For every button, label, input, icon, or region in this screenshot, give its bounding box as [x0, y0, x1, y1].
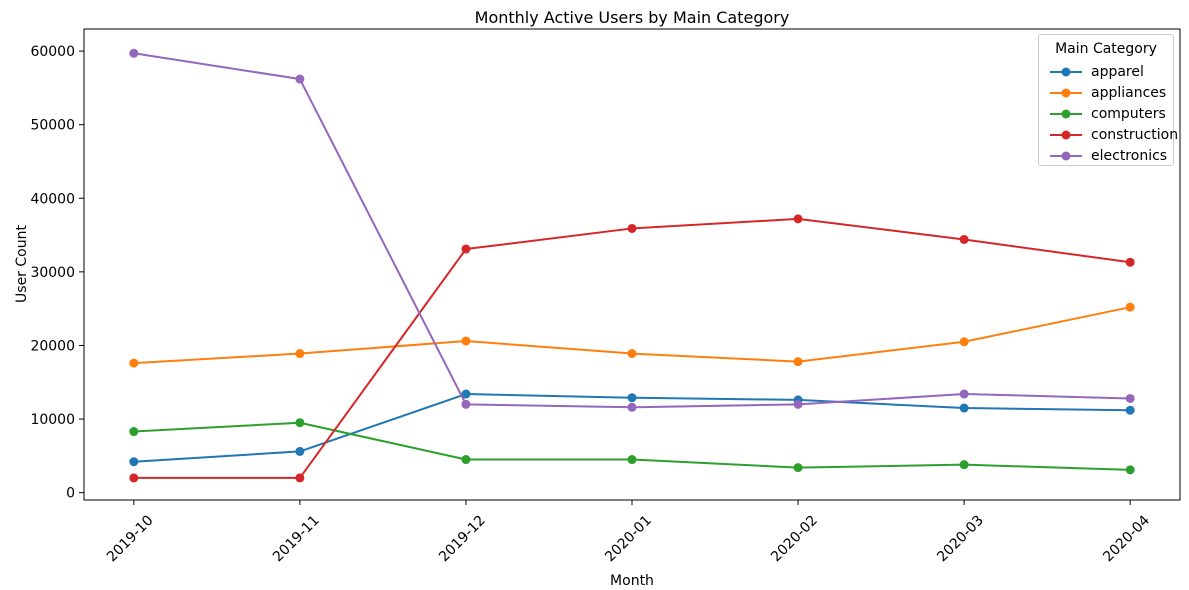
series-appliances-marker: [129, 358, 139, 368]
legend-label-construction: construction: [1091, 127, 1179, 144]
series-computers-marker: [627, 455, 637, 465]
series-appliances-marker: [627, 349, 637, 359]
plot-spines: [83, 28, 1181, 501]
legend-line-swatch-computers: [1050, 109, 1082, 119]
series-construction-line: [133, 217, 1131, 479]
series-computers-marker: [295, 418, 305, 428]
series-electronics: [129, 48, 1135, 412]
legend: Main Category apparel appliances computers…: [1038, 34, 1178, 167]
x-tick-label: 2020-04: [1100, 512, 1153, 565]
x-tick-label: 2019-11: [270, 513, 323, 566]
series-appliances-marker: [461, 336, 471, 346]
y-tick-label: 10000: [30, 412, 75, 428]
y-tick-label: 30000: [30, 265, 75, 281]
x-tick-label: 2020-02: [768, 513, 821, 566]
series-electronics-marker: [129, 48, 139, 58]
legend-item-apparel: apparel: [1039, 62, 1173, 83]
y-tick-label: 0: [66, 486, 75, 502]
series-appliances-marker: [793, 357, 803, 367]
series-apparel-marker: [959, 403, 969, 413]
series-appliances: [129, 302, 1135, 368]
legend-item-appliances: appliances: [1039, 83, 1173, 104]
series-electronics-marker: [793, 399, 803, 409]
legend-marker-dot-construction: [1061, 130, 1071, 140]
series-construction: [129, 214, 1135, 483]
legend-item-construction: construction: [1039, 125, 1178, 146]
series-computers: [129, 418, 1135, 475]
series-electronics-marker: [295, 74, 305, 84]
series-computers-marker: [793, 463, 803, 473]
series-electronics-marker: [959, 389, 969, 399]
series-electronics-marker: [1125, 393, 1135, 403]
legend-label-appliances: appliances: [1091, 85, 1167, 102]
legend-line-swatch-apparel: [1050, 67, 1082, 77]
x-axis-label: Month: [610, 573, 654, 589]
x-tick-label: 2020-03: [934, 513, 987, 566]
legend-label-electronics: electronics: [1091, 148, 1168, 165]
series-construction-marker: [627, 223, 637, 233]
series-construction-marker: [295, 473, 305, 483]
legend-line-swatch-construction: [1050, 130, 1082, 140]
y-tick-label: 60000: [30, 44, 75, 60]
series-construction-marker: [461, 244, 471, 254]
series-construction-marker: [1125, 257, 1135, 267]
legend-line-swatch-electronics: [1050, 151, 1082, 161]
legend-marker-dot-electronics: [1061, 151, 1071, 161]
series-computers-marker: [1125, 465, 1135, 475]
series-apparel-marker: [1125, 405, 1135, 415]
series-construction-marker: [793, 214, 803, 224]
x-tick-label: 2019-12: [436, 513, 489, 566]
series-electronics-marker: [627, 402, 637, 412]
legend-item-electronics: electronics: [1039, 146, 1173, 167]
series-computers-marker: [461, 455, 471, 465]
x-tick-label: 2019-10: [104, 513, 157, 566]
series-computers-marker: [959, 460, 969, 470]
y-tick-label: 50000: [30, 118, 75, 134]
legend-item-computers: computers: [1039, 104, 1173, 125]
series-apparel: [129, 389, 1135, 467]
series-construction-marker: [129, 473, 139, 483]
series-apparel-marker: [627, 393, 637, 403]
chart-title: Monthly Active Users by Main Category: [474, 8, 790, 27]
series-construction-marker: [959, 234, 969, 244]
series-apparel-marker: [295, 446, 305, 456]
series-appliances-marker: [1125, 302, 1135, 312]
series-computers-marker: [129, 427, 139, 437]
legend-marker-dot-appliances: [1061, 88, 1071, 98]
series-appliances-marker: [959, 337, 969, 347]
legend-title: Main Category: [1055, 41, 1157, 57]
series-appliances-marker: [295, 349, 305, 359]
legend-marker-dot-apparel: [1061, 67, 1071, 77]
legend-label-apparel: apparel: [1091, 64, 1144, 81]
series-electronics-marker: [461, 399, 471, 409]
y-axis-label: User Count: [14, 225, 30, 303]
legend-line-swatch-appliances: [1050, 88, 1082, 98]
legend-items: apparel appliances computers construction el…: [1039, 62, 1178, 167]
series-apparel-marker: [129, 457, 139, 467]
legend-marker-dot-computers: [1061, 109, 1071, 119]
y-tick-label: 40000: [30, 191, 75, 207]
x-tick-label: 2020-01: [602, 513, 655, 566]
legend-label-computers: computers: [1091, 106, 1166, 123]
series-apparel-marker: [461, 389, 471, 399]
y-tick-label: 20000: [30, 338, 75, 354]
